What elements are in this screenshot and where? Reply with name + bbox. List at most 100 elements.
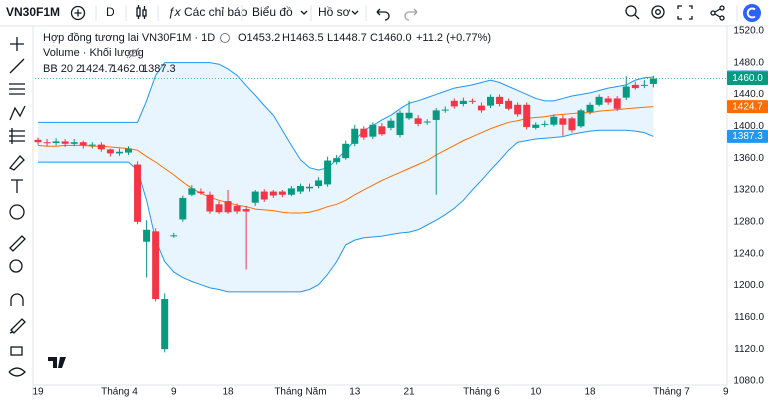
candle-body <box>559 118 567 125</box>
compare-button[interactable] <box>70 5 86 21</box>
fib-tool[interactable] <box>9 83 25 95</box>
close-tag-label: 1460.0 <box>732 73 763 84</box>
dropdown-arrow <box>351 10 359 15</box>
legend-high: H1463.5 <box>282 32 324 44</box>
candle-body <box>251 191 259 203</box>
x-tick-label: 18 <box>584 387 596 398</box>
candle-body <box>215 204 223 213</box>
crosshair-tool[interactable] <box>10 37 24 51</box>
candle-body <box>315 180 323 186</box>
redo-button[interactable] <box>404 8 418 21</box>
share-button[interactable] <box>710 5 725 21</box>
x-tick-label: 18 <box>222 387 234 398</box>
candle-body <box>170 235 178 237</box>
x-tick-label: 19 <box>32 387 44 398</box>
candle-body <box>360 128 368 138</box>
chart-type-button[interactable] <box>136 5 147 19</box>
left-toolbar <box>8 37 26 377</box>
candle-body <box>487 96 494 106</box>
account-logo[interactable] <box>743 4 761 22</box>
candle-body <box>88 144 96 146</box>
undo-button[interactable] <box>376 8 390 21</box>
y-tick-label: 1080.0 <box>733 376 764 387</box>
candle-body <box>640 84 648 86</box>
candle-body <box>125 148 132 153</box>
legend-title: Hợp đồng tương lai VN30F1M · 1D <box>43 32 215 44</box>
legend-status <box>220 33 230 43</box>
candle-body <box>496 96 504 105</box>
candle-body <box>523 104 531 128</box>
candle-body <box>459 100 467 105</box>
candle-body <box>550 116 558 125</box>
candle-body <box>622 86 630 98</box>
legend-close: C1460.0 <box>370 32 412 44</box>
x-tick-label: 9 <box>723 387 729 398</box>
interval-button[interactable]: D <box>106 5 115 19</box>
candle-body <box>649 78 657 84</box>
projection-tool[interactable] <box>9 128 25 144</box>
y-tick-label: 1440.0 <box>733 89 764 100</box>
candle-body <box>577 110 585 127</box>
x-tick-label: Tháng Năm <box>274 387 326 398</box>
indicators-button[interactable]: Các chỉ báo <box>184 5 248 19</box>
legend-bb-upper: 1462.0 <box>111 63 145 75</box>
candle-body <box>306 186 313 189</box>
icon-tool[interactable] <box>9 204 25 220</box>
x-tick-label: 13 <box>349 387 361 398</box>
candle-body <box>242 209 250 212</box>
brush-tool[interactable] <box>8 155 25 171</box>
pattern-tool[interactable] <box>9 105 26 121</box>
account-logo-mark <box>746 7 756 19</box>
candle-body <box>378 126 386 135</box>
candle-body <box>197 191 205 194</box>
legend-low: L1448.7 <box>327 32 367 44</box>
trendline-tool[interactable] <box>9 58 25 74</box>
chart-button[interactable]: Biểu đồ <box>252 5 293 19</box>
symbol-button[interactable]: VN30F1M <box>6 5 60 19</box>
tv-watermark <box>48 357 66 368</box>
candle-body <box>115 151 123 154</box>
settings-button[interactable] <box>651 5 665 19</box>
legend-bb-name: BB 20 2 <box>43 63 82 75</box>
candle-body <box>604 98 612 103</box>
candle-body <box>79 142 87 146</box>
profile-button[interactable]: Hồ sơ <box>318 5 351 19</box>
magnet-tool[interactable] <box>10 293 24 306</box>
dropdown-arrow <box>300 10 308 15</box>
x-tick-label: Tháng 7 <box>653 387 690 398</box>
candle-body <box>505 100 513 109</box>
candle-body <box>287 188 295 195</box>
candle-body <box>532 124 540 128</box>
candle-body <box>450 100 458 107</box>
candle-body <box>206 194 214 212</box>
y-tick-label: 1360.0 <box>733 153 764 164</box>
candle-body <box>613 98 621 109</box>
candle-body <box>441 109 449 111</box>
x-tick-label: 9 <box>171 387 177 398</box>
candle-body <box>278 191 286 195</box>
fullscreen-button[interactable] <box>677 5 693 20</box>
legend-bb-lower: 1387.3 <box>142 63 176 75</box>
measure-tool[interactable] <box>9 235 26 252</box>
search-button[interactable] <box>625 5 640 20</box>
top-toolbar <box>0 0 768 26</box>
candle-body <box>477 105 485 111</box>
candle-body <box>541 123 549 125</box>
candle-body <box>414 118 422 124</box>
candle-body <box>134 164 142 222</box>
lock-tool[interactable] <box>10 346 23 356</box>
legend-bb-middle: 1424.7 <box>80 63 114 75</box>
hide-tool[interactable] <box>8 367 26 377</box>
text-tool[interactable] <box>11 179 23 193</box>
candle-body <box>342 143 350 159</box>
zoom-tool[interactable] <box>9 259 23 273</box>
y-tick-label: 1480.0 <box>733 57 764 68</box>
draw-mode-tool[interactable] <box>9 318 26 334</box>
candle-body <box>97 144 105 150</box>
candle-body <box>269 191 277 196</box>
y-tick-label: 1320.0 <box>733 185 764 196</box>
candle-body <box>152 231 160 300</box>
volume-hidden-icon[interactable] <box>127 47 141 59</box>
